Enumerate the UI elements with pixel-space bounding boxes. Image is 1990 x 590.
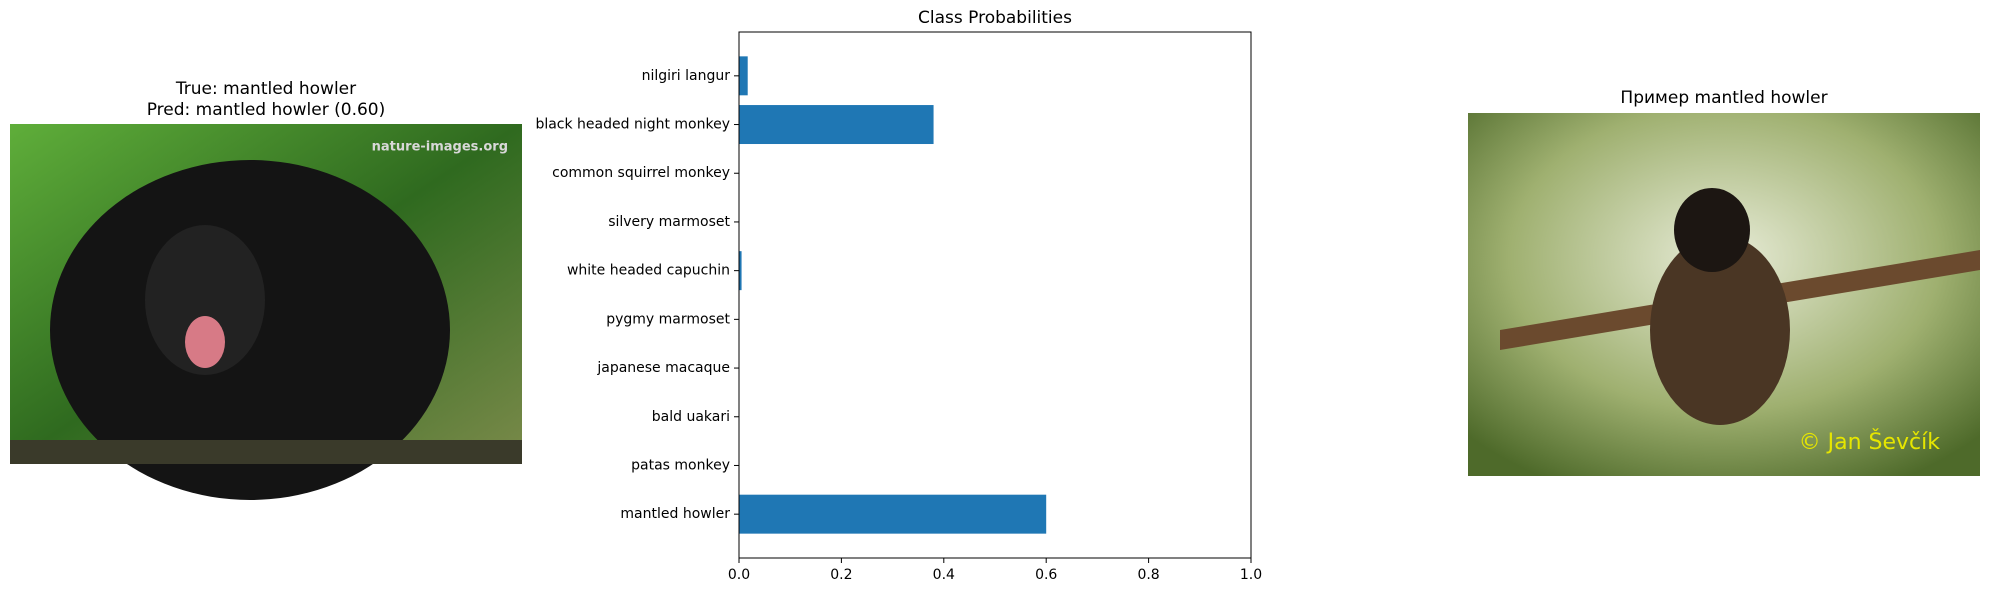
y-tick-label: patas monkey [631, 457, 730, 473]
y-tick-label: pygmy marmoset [606, 311, 730, 327]
y-tick-label: japanese macaque [596, 360, 730, 376]
axes-frame [738, 31, 1252, 559]
panel-title: True: mantled howler [175, 79, 356, 99]
y-tick-label: nilgiri langur [642, 68, 731, 84]
y-tick-label: bald uakari [652, 409, 730, 425]
panel-title: Пример mantled howler [1620, 88, 1827, 108]
x-tick-label: 0.2 [830, 567, 852, 583]
bar [739, 494, 1047, 534]
panel-title: Pred: mantled howler (0.60) [147, 100, 386, 120]
y-tick-label: black headed night monkey [535, 117, 730, 133]
photo [1468, 113, 1980, 476]
x-tick-label: 0.6 [1035, 567, 1057, 583]
bar [739, 56, 748, 96]
y-tick-label: mantled howler [620, 506, 730, 522]
chart-title: Class Probabilities [918, 8, 1072, 28]
bar [739, 105, 934, 145]
x-tick-label: 0.4 [933, 567, 955, 583]
chart: 0.0 0.2 0.4 0.6 0.8 1.0 mantled howler patas mo… [535, 56, 1262, 583]
x-tick-label: 1.0 [1240, 567, 1262, 583]
y-tick-label: white headed capuchin [567, 263, 730, 279]
bar [739, 251, 742, 291]
x-tick-label: 0.0 [728, 567, 750, 583]
photo [10, 124, 522, 500]
x-tick-label: 0.8 [1137, 567, 1159, 583]
y-tick-label: common squirrel monkey [552, 165, 730, 181]
watermark: nature-images.org [372, 140, 508, 155]
y-tick-label: silvery marmoset [608, 214, 730, 230]
watermark: © Jan Ševčík [1799, 429, 1941, 455]
